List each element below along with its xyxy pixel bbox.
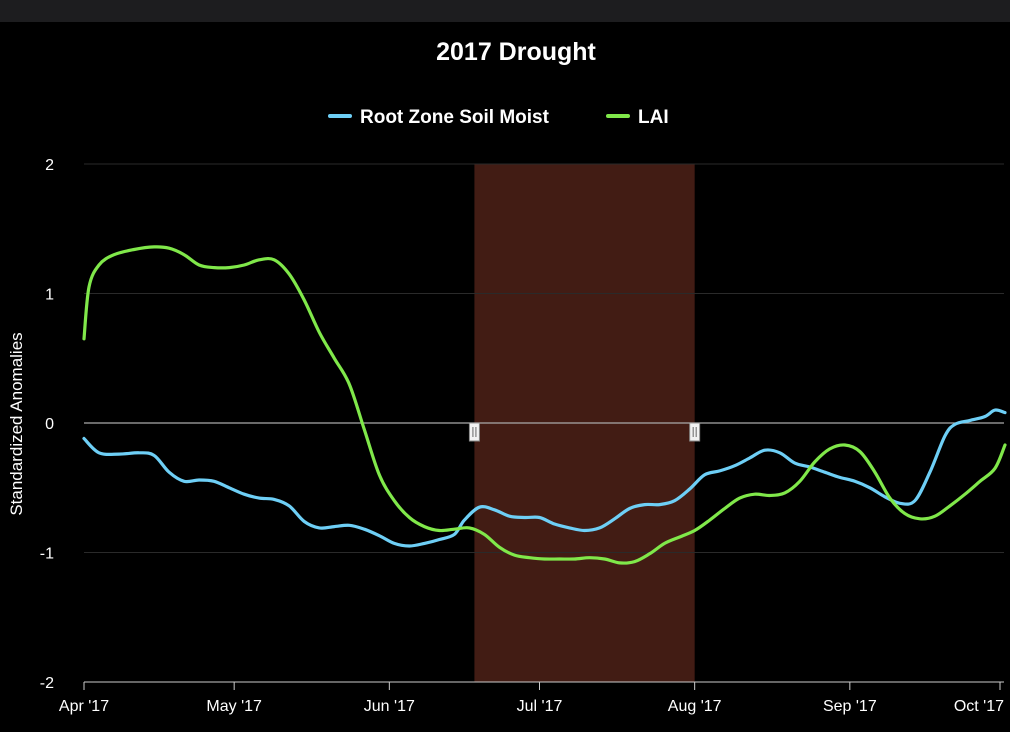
legend-item[interactable]: LAI (606, 107, 669, 128)
top-bar (0, 0, 1010, 22)
legend-item[interactable]: Root Zone Soil Moist (328, 107, 550, 128)
x-tick-label: Aug '17 (668, 698, 722, 715)
band-end-handle[interactable] (689, 422, 701, 442)
y-tick-label: 0 (45, 416, 54, 433)
y-tick-label: -2 (40, 675, 54, 692)
x-tick-label: Jul '17 (517, 698, 563, 715)
legend-label: LAI (638, 107, 669, 128)
y-tick-label: 1 (45, 287, 54, 304)
handle-box (689, 422, 701, 442)
x-tick-label: Jun '17 (364, 698, 415, 715)
y-axis-label: Standardized Anomalies (7, 332, 26, 515)
x-tick-label: Oct '17 (954, 698, 1004, 715)
legend-label: Root Zone Soil Moist (360, 107, 550, 128)
chart-title: 2017 Drought (436, 38, 596, 66)
y-tick-label: 2 (45, 157, 54, 174)
band-start-handle[interactable] (468, 422, 480, 442)
series-line-root-zone-soil-moist (82, 408, 1007, 548)
x-tick-label: Apr '17 (59, 698, 109, 715)
x-tick-label: Sep '17 (823, 698, 877, 715)
x-tick-label: May '17 (206, 698, 262, 715)
y-tick-label: -1 (40, 546, 54, 563)
handle-box (468, 422, 480, 442)
series-line-lai (82, 245, 1007, 565)
